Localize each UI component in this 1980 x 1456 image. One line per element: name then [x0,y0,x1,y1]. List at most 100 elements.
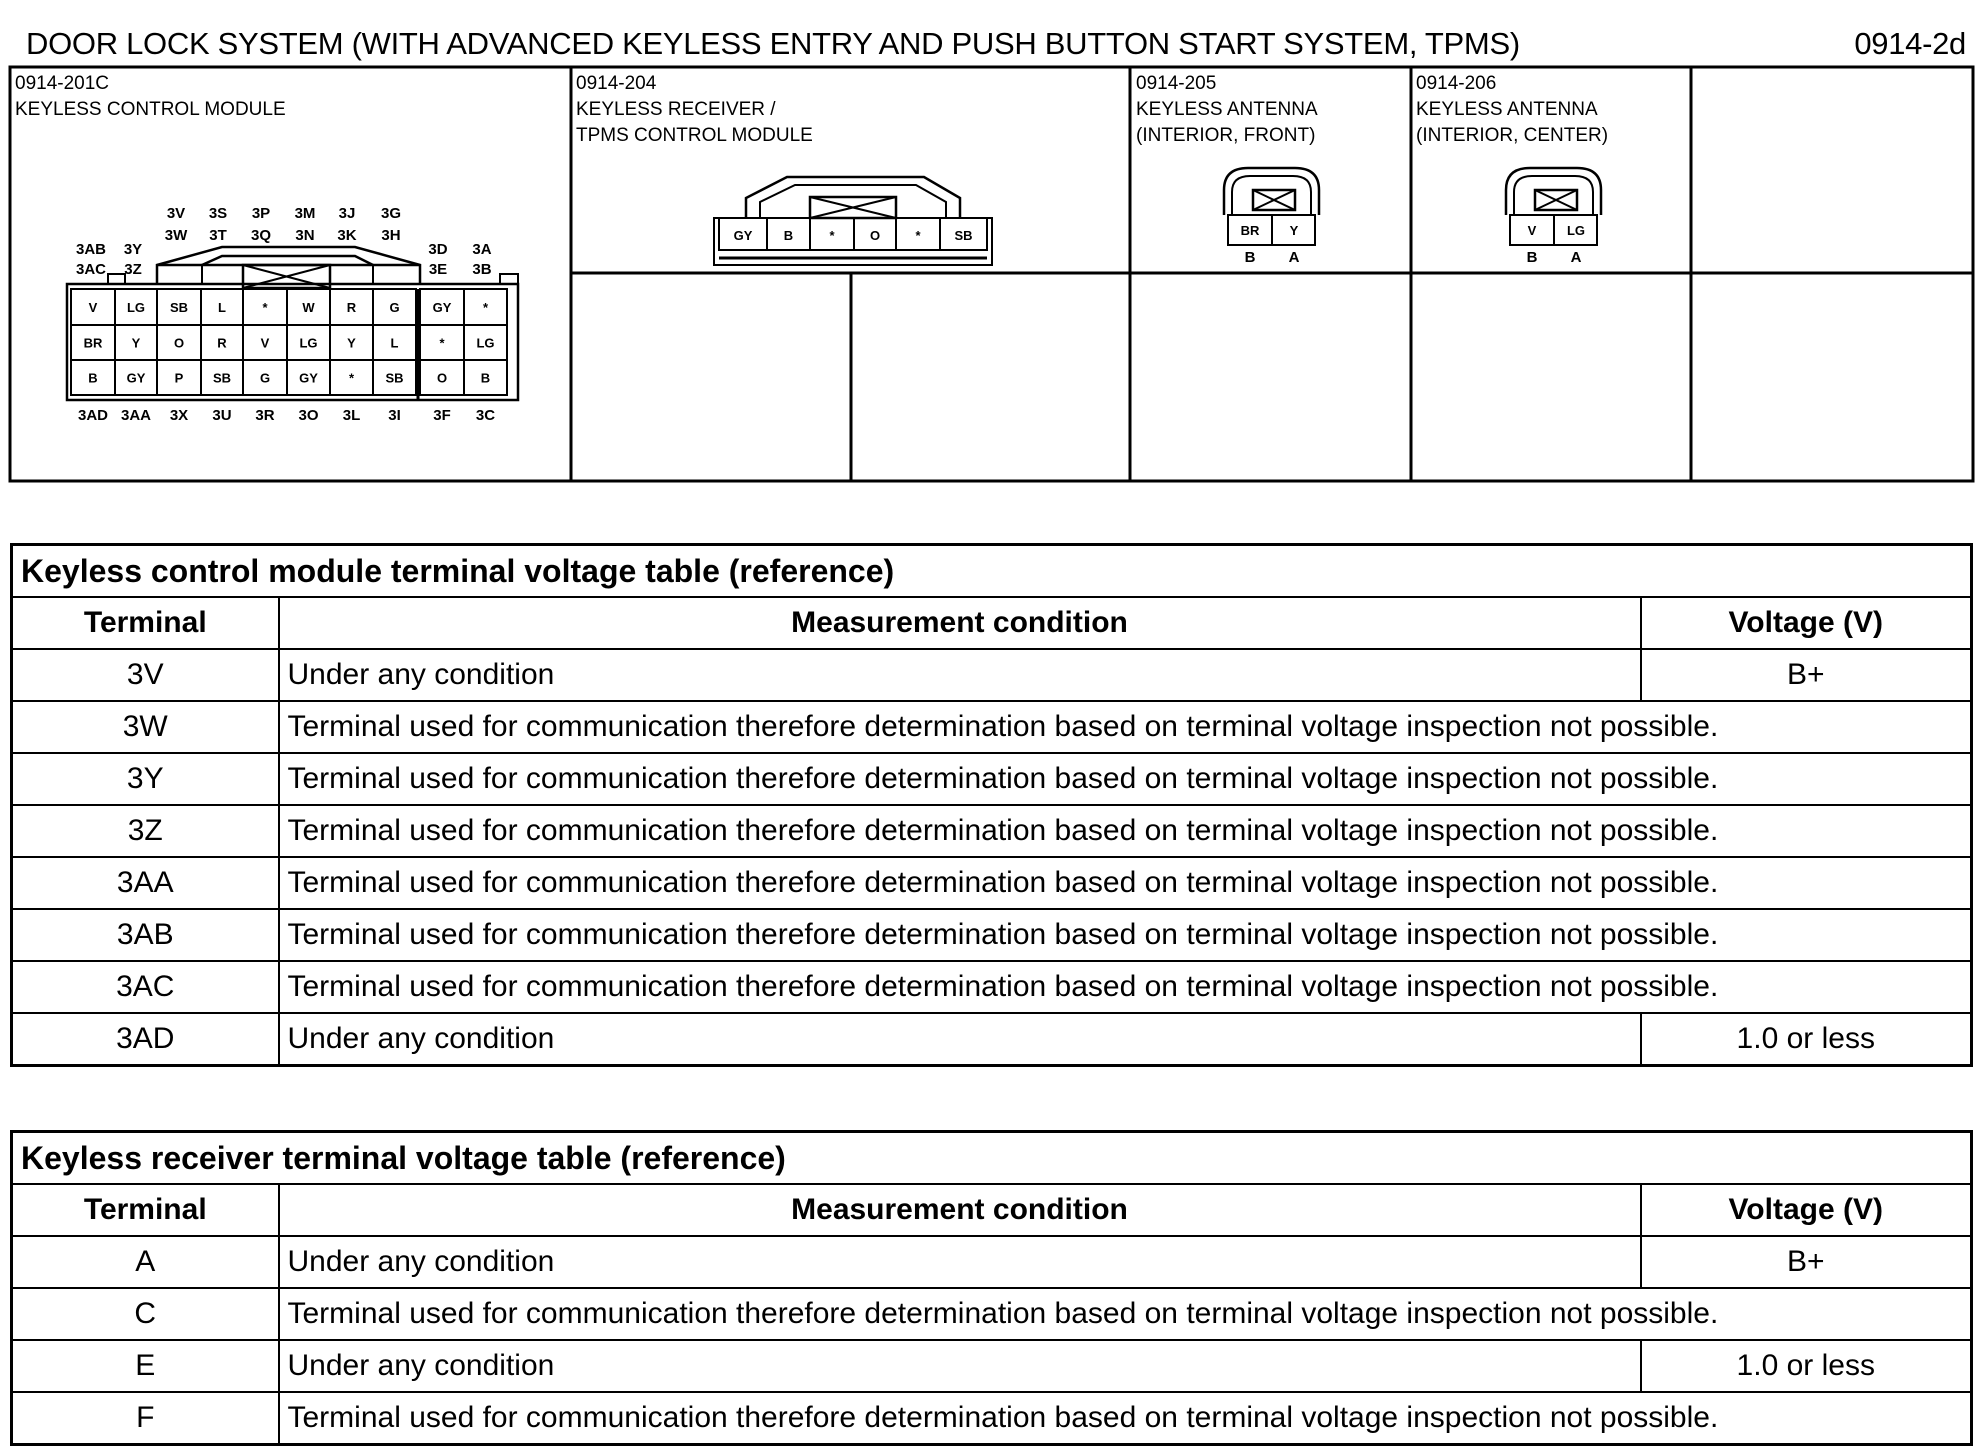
terminal-cell [1271,214,1316,246]
condition-cell: Under any condition [277,1012,1642,1067]
voltage-cell: 1.0 or less [1639,1339,1973,1393]
terminal-label: 3A [472,241,491,258]
terminal-cell [463,359,508,396]
table-row: 3Y Terminal used for communication theref… [10,752,1973,806]
wire-color-label: GY [433,300,452,315]
terminal-cell: 3AD [10,1012,280,1067]
table-row: 3AB Terminal used for communication there… [10,908,1973,962]
wire-color-label: L [218,300,226,315]
table-row: C Terminal used for communication therefo… [10,1287,1973,1341]
terminal-label: B [1527,249,1538,266]
terminal-cell: E [10,1339,280,1393]
voltage-cell: B+ [1639,1235,1973,1289]
terminal-label: 3Z [124,261,142,278]
terminal-label: 3N [295,227,314,244]
col-terminal: Terminal [10,1183,280,1237]
table-row: 3V Under any condition B+ [10,648,1973,702]
terminal-label: A [1289,249,1300,266]
wire-color-label: P [175,371,184,386]
terminal-cell: 3Y [10,752,280,806]
table-row: 3W Terminal used for communication theref… [10,700,1973,754]
table-caption: Keyless receiver terminal voltage table … [10,1130,1973,1185]
terminal-cell: A [10,1235,280,1289]
terminal-label: 3B [472,261,491,278]
col-condition: Measurement condition [277,1183,1642,1237]
terminal-label: 3AC [76,261,106,278]
connector-hood [155,245,422,284]
lock-cross [242,264,331,289]
connector-hood [759,184,947,218]
wire-color-label: * [349,371,355,386]
wire-color-label: * [483,300,489,315]
terminal-label: 3L [343,407,361,424]
terminal-label: 3I [388,407,401,424]
wire-color-label: V [261,336,270,351]
antenna-front-name-2: (INTERIOR, FRONT) [1136,125,1316,146]
terminal-label: 3T [209,227,227,244]
wire-color-label: B [784,228,793,243]
condition-cell: Terminal used for communication therefor… [277,752,1973,806]
voltage-cell: B+ [1639,648,1973,702]
lock-box [1533,188,1579,212]
condition-cell: Terminal used for communication therefor… [277,1287,1973,1341]
wire-color-label: * [262,300,268,315]
terminal-label: 3O [298,407,318,424]
lock-cross [1534,189,1578,211]
table-row: 3AD Under any condition 1.0 or less [10,1012,1973,1067]
wire-color-label: L [391,336,399,351]
connector-hood [201,254,374,267]
antenna-front-name-1: KEYLESS ANTENNA [1136,99,1318,120]
table-row: 3AC Terminal used for communication there… [10,960,1973,1014]
wire-color-label: G [389,300,399,315]
wire-color-label: GY [127,371,146,386]
condition-cell: Terminal used for communication therefor… [277,700,1973,754]
antenna-center-code: 0914-206 [1416,73,1497,94]
wire-color-label: R [347,300,357,315]
terminal-label: 3J [339,205,356,222]
terminal-label: 3H [381,227,400,244]
terminal-label: 3K [337,227,356,244]
wire-color-label: O [870,228,880,243]
terminal-label: B [1245,249,1256,266]
table-caption: Keyless control module terminal voltage … [10,543,1973,598]
latch-tab [499,273,519,285]
condition-cell: Terminal used for communication therefor… [277,804,1973,858]
wire-color-label: O [174,336,184,351]
terminal-label: 3Y [124,241,142,258]
condition-cell: Terminal used for communication therefor… [277,960,1973,1014]
wire-color-label: * [439,336,445,351]
terminal-label: 3E [429,261,447,278]
table-row: E Under any condition 1.0 or less [10,1339,1973,1393]
terminal-label: 3C [476,407,495,424]
wire-color-label: W [302,300,315,315]
terminal-cell: 3Z [10,804,280,858]
terminal-label: 3AA [121,407,151,424]
col-voltage: Voltage (V) [1639,596,1973,650]
terminal-label: 3AB [76,241,106,258]
condition-cell: Terminal used for communication therefor… [277,1391,1973,1446]
terminal-label: 3F [433,407,451,424]
condition-cell: Under any condition [277,1339,1642,1393]
terminal-cell: 3AB [10,908,280,962]
kcm-name: KEYLESS CONTROL MODULE [15,99,286,120]
receiver-voltage-table: Keyless receiver terminal voltage table … [10,1130,1973,1446]
terminal-label: 3W [165,227,188,244]
wire-color-label: SB [385,371,403,386]
terminal-label: 3P [252,205,270,222]
antenna-center-name-2: (INTERIOR, CENTER) [1416,125,1609,146]
wire-color-label: G [260,371,270,386]
table-row: A Under any condition B+ [10,1235,1973,1289]
wire-color-label: V [89,300,98,315]
table-row: 3Z Terminal used for communication theref… [10,804,1973,858]
terminal-cell: 3V [10,648,280,702]
wire-color-label: Y [132,336,141,351]
terminal-cell [939,217,988,251]
kcm-code: 0914-201C [15,73,110,94]
terminal-label: 3G [381,205,401,222]
wire-color-label: LG [476,336,494,351]
terminal-label: 3AD [78,407,108,424]
wire-color-label: SB [213,371,231,386]
wire-color-label: GY [299,371,318,386]
